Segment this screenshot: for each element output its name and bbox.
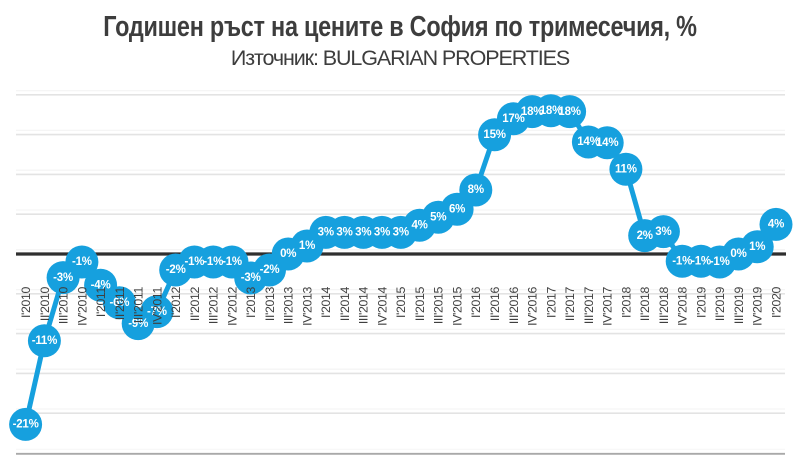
svg-text:I'2019: I'2019 xyxy=(694,287,708,319)
svg-text:II'2014: II'2014 xyxy=(338,286,352,321)
svg-text:0%: 0% xyxy=(280,248,296,260)
svg-text:IV'2018: IV'2018 xyxy=(676,286,690,325)
svg-text:I'2020: I'2020 xyxy=(769,287,783,319)
svg-text:I'2011: I'2011 xyxy=(94,286,108,317)
svg-text:-11%: -11% xyxy=(32,335,57,347)
svg-text:3%: 3% xyxy=(393,227,409,239)
svg-text:III'2010: III'2010 xyxy=(57,286,71,324)
svg-text:I'2012: I'2012 xyxy=(169,287,183,319)
svg-text:-9%: -9% xyxy=(128,318,148,330)
svg-text:I'2015: I'2015 xyxy=(394,287,408,319)
svg-text:III'2015: III'2015 xyxy=(432,286,446,324)
svg-text:14%: 14% xyxy=(577,136,599,148)
svg-text:II'2019: II'2019 xyxy=(713,286,727,321)
svg-text:III'2011: III'2011 xyxy=(132,286,146,323)
svg-text:18%: 18% xyxy=(558,106,580,118)
svg-text:II'2012: II'2012 xyxy=(188,286,202,321)
svg-text:III'2013: III'2013 xyxy=(282,286,296,324)
svg-text:III'2016: III'2016 xyxy=(507,286,521,324)
svg-text:2%: 2% xyxy=(637,230,653,242)
svg-text:18%: 18% xyxy=(521,106,543,118)
svg-text:III'2019: III'2019 xyxy=(732,286,746,324)
svg-text:11%: 11% xyxy=(615,163,637,175)
svg-text:III'2018: III'2018 xyxy=(657,286,671,324)
svg-text:0%: 0% xyxy=(730,248,746,260)
svg-text:6%: 6% xyxy=(449,203,465,215)
svg-text:IV'2017: IV'2017 xyxy=(601,286,615,325)
svg-text:1%: 1% xyxy=(749,241,765,253)
svg-text:-7%: -7% xyxy=(147,306,167,318)
svg-text:III'2017: III'2017 xyxy=(582,286,596,324)
svg-text:III'2012: III'2012 xyxy=(207,286,221,324)
svg-text:III'2014: III'2014 xyxy=(357,286,371,324)
svg-text:3%: 3% xyxy=(374,227,390,239)
svg-text:4%: 4% xyxy=(768,219,784,231)
svg-text:I'2018: I'2018 xyxy=(619,287,633,319)
svg-text:IV'2019: IV'2019 xyxy=(751,286,765,325)
svg-text:-1%: -1% xyxy=(203,256,223,268)
svg-text:-3%: -3% xyxy=(53,272,73,284)
svg-text:II'2015: II'2015 xyxy=(413,286,427,321)
svg-text:15%: 15% xyxy=(483,129,505,141)
svg-text:-1%: -1% xyxy=(691,255,711,267)
svg-text:I'2013: I'2013 xyxy=(244,287,258,319)
svg-text:14%: 14% xyxy=(596,137,618,149)
svg-text:3%: 3% xyxy=(355,227,371,239)
svg-text:-1%: -1% xyxy=(222,256,242,268)
svg-text:IV'2016: IV'2016 xyxy=(526,286,540,325)
svg-text:II'2018: II'2018 xyxy=(638,286,652,321)
svg-text:3%: 3% xyxy=(336,227,352,239)
svg-text:-6%: -6% xyxy=(109,297,129,309)
svg-text:-1%: -1% xyxy=(672,255,692,267)
svg-text:II'2010: II'2010 xyxy=(38,286,52,321)
svg-text:5%: 5% xyxy=(430,211,446,223)
svg-text:-1%: -1% xyxy=(184,256,204,268)
svg-text:3%: 3% xyxy=(655,226,671,238)
svg-text:-2%: -2% xyxy=(260,264,280,276)
svg-text:I'2016: I'2016 xyxy=(469,287,483,319)
svg-text:-4%: -4% xyxy=(91,279,111,291)
svg-text:I'2017: I'2017 xyxy=(544,287,558,319)
svg-text:-2%: -2% xyxy=(166,264,186,276)
svg-text:17%: 17% xyxy=(502,113,524,125)
svg-text:IV'2011: IV'2011 xyxy=(150,286,164,324)
svg-text:II'2011: II'2011 xyxy=(113,287,127,321)
svg-text:IV'2013: IV'2013 xyxy=(300,286,314,325)
svg-text:-1%: -1% xyxy=(72,256,92,268)
svg-text:I'2014: I'2014 xyxy=(319,287,333,319)
svg-text:8%: 8% xyxy=(468,184,484,196)
svg-text:-1%: -1% xyxy=(710,256,730,268)
svg-text:IV'2014: IV'2014 xyxy=(375,286,389,325)
svg-text:IV'2012: IV'2012 xyxy=(225,286,239,325)
svg-text:4%: 4% xyxy=(411,219,427,231)
svg-text:-3%: -3% xyxy=(241,272,261,284)
svg-text:I'2010: I'2010 xyxy=(19,287,33,319)
svg-text:IV'2015: IV'2015 xyxy=(451,286,465,325)
svg-text:II'2017: II'2017 xyxy=(563,286,577,321)
svg-text:-21%: -21% xyxy=(13,419,39,431)
svg-text:IV'2010: IV'2010 xyxy=(75,286,89,325)
svg-text:II'2016: II'2016 xyxy=(488,286,502,321)
svg-text:II'2013: II'2013 xyxy=(263,286,277,321)
svg-text:18%: 18% xyxy=(540,105,562,117)
svg-text:1%: 1% xyxy=(299,240,315,252)
svg-text:3%: 3% xyxy=(318,227,334,239)
